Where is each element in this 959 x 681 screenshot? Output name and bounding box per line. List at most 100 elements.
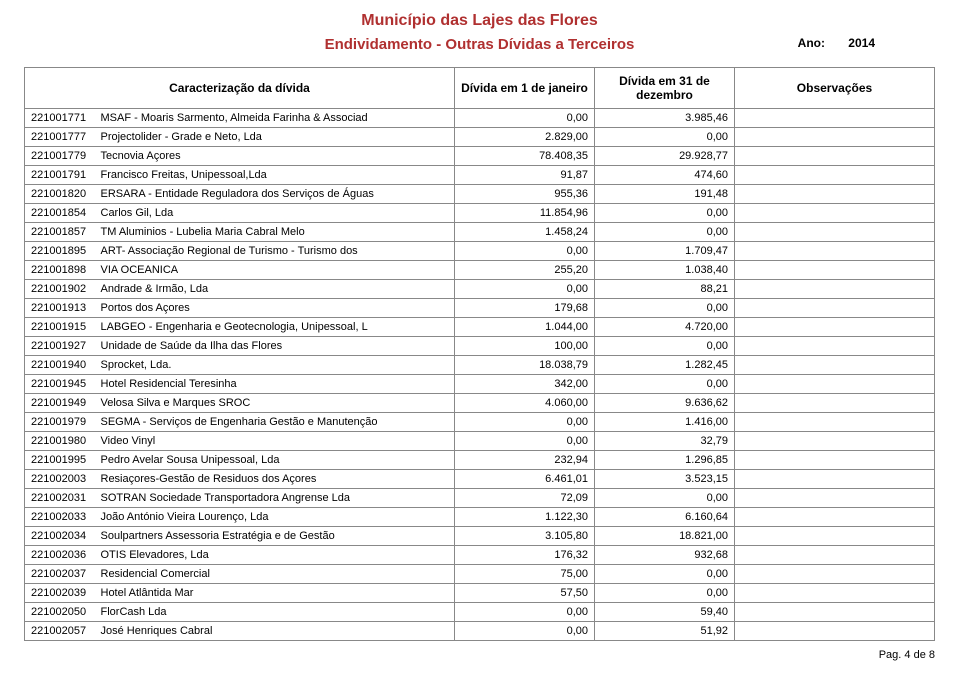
row-obs — [735, 318, 935, 337]
row-dec: 88,21 — [595, 280, 735, 299]
table-row: 221001777Projectolider - Grade e Neto, L… — [25, 128, 935, 147]
row-desc: ART- Associação Regional de Turismo - Tu… — [95, 242, 455, 261]
row-obs — [735, 622, 935, 641]
col-header-obs: Observações — [735, 68, 935, 109]
row-obs — [735, 489, 935, 508]
row-obs — [735, 299, 935, 318]
row-obs — [735, 128, 935, 147]
row-dec: 4.720,00 — [595, 318, 735, 337]
row-dec: 18.821,00 — [595, 527, 735, 546]
row-jan: 1.458,24 — [455, 223, 595, 242]
row-code: 221001913 — [25, 299, 95, 318]
row-code: 221002031 — [25, 489, 95, 508]
row-desc: MSAF - Moaris Sarmento, Almeida Farinha … — [95, 109, 455, 128]
table-row: 221001898VIA OCEANICA255,201.038,40 — [25, 261, 935, 280]
row-obs — [735, 451, 935, 470]
row-jan: 78.408,35 — [455, 147, 595, 166]
row-dec: 1.416,00 — [595, 413, 735, 432]
row-desc: Portos dos Açores — [95, 299, 455, 318]
row-obs — [735, 432, 935, 451]
row-desc: FlorCash Lda — [95, 603, 455, 622]
row-code: 221001995 — [25, 451, 95, 470]
table-row: 221001945Hotel Residencial Teresinha342,… — [25, 375, 935, 394]
row-code: 221001857 — [25, 223, 95, 242]
row-code: 221001771 — [25, 109, 95, 128]
row-desc: ERSARA - Entidade Reguladora dos Serviço… — [95, 185, 455, 204]
row-code: 221001940 — [25, 356, 95, 375]
table-row: 221002050FlorCash Lda0,0059,40 — [25, 603, 935, 622]
table-header-row: Caracterização da dívida Dívida em 1 de … — [25, 68, 935, 109]
row-desc: Residencial Comercial — [95, 565, 455, 584]
row-desc: VIA OCEANICA — [95, 261, 455, 280]
row-desc: Projectolider - Grade e Neto, Lda — [95, 128, 455, 147]
row-code: 221001820 — [25, 185, 95, 204]
row-obs — [735, 166, 935, 185]
row-obs — [735, 109, 935, 128]
row-obs — [735, 280, 935, 299]
row-dec: 0,00 — [595, 489, 735, 508]
row-desc: Hotel Atlântida Mar — [95, 584, 455, 603]
row-dec: 932,68 — [595, 546, 735, 565]
row-jan: 57,50 — [455, 584, 595, 603]
row-jan: 342,00 — [455, 375, 595, 394]
row-jan: 232,94 — [455, 451, 595, 470]
row-dec: 9.636,62 — [595, 394, 735, 413]
row-code: 221002003 — [25, 470, 95, 489]
row-desc: Francisco Freitas, Unipessoal,Lda — [95, 166, 455, 185]
row-desc: João António Vieira Lourenço, Lda — [95, 508, 455, 527]
table-row: 221001857TM Aluminios - Lubelia Maria Ca… — [25, 223, 935, 242]
table-row: 221001940Sprocket, Lda.18.038,791.282,45 — [25, 356, 935, 375]
row-dec: 3.523,15 — [595, 470, 735, 489]
row-desc: Sprocket, Lda. — [95, 356, 455, 375]
row-dec: 51,92 — [595, 622, 735, 641]
row-code: 221002036 — [25, 546, 95, 565]
row-obs — [735, 394, 935, 413]
table-row: 221001820ERSARA - Entidade Reguladora do… — [25, 185, 935, 204]
table-row: 221001927Unidade de Saúde da Ilha das Fl… — [25, 337, 935, 356]
table-row: 221001791Francisco Freitas, Unipessoal,L… — [25, 166, 935, 185]
row-dec: 0,00 — [595, 204, 735, 223]
table-row: 221001949Velosa Silva e Marques SROC4.06… — [25, 394, 935, 413]
row-desc: Andrade & Irmão, Lda — [95, 280, 455, 299]
row-dec: 3.985,46 — [595, 109, 735, 128]
row-desc: Tecnovia Açores — [95, 147, 455, 166]
table-row: 221001902Andrade & Irmão, Lda0,0088,21 — [25, 280, 935, 299]
row-obs — [735, 546, 935, 565]
row-code: 221002039 — [25, 584, 95, 603]
row-jan: 0,00 — [455, 413, 595, 432]
row-code: 221001915 — [25, 318, 95, 337]
page-footer: Pag. 4 de 8 — [24, 649, 935, 661]
row-dec: 32,79 — [595, 432, 735, 451]
row-code: 221001777 — [25, 128, 95, 147]
row-code: 221002034 — [25, 527, 95, 546]
row-desc: Unidade de Saúde da Ilha das Flores — [95, 337, 455, 356]
row-obs — [735, 508, 935, 527]
row-dec: 0,00 — [595, 565, 735, 584]
table-body: 221001771MSAF - Moaris Sarmento, Almeida… — [25, 109, 935, 641]
row-obs — [735, 584, 935, 603]
row-dec: 6.160,64 — [595, 508, 735, 527]
table-row: 221002039Hotel Atlântida Mar57,500,00 — [25, 584, 935, 603]
table-row: 221002033João António Vieira Lourenço, L… — [25, 508, 935, 527]
row-jan: 2.829,00 — [455, 128, 595, 147]
row-dec: 1.038,40 — [595, 261, 735, 280]
table-row: 221002037Residencial Comercial75,000,00 — [25, 565, 935, 584]
row-desc: José Henriques Cabral — [95, 622, 455, 641]
year-value: 2014 — [848, 36, 875, 50]
row-dec: 0,00 — [595, 375, 735, 394]
table-row: 221001915LABGEO - Engenharia e Geotecnol… — [25, 318, 935, 337]
table-row: 221002036OTIS Elevadores, Lda176,32932,6… — [25, 546, 935, 565]
row-obs — [735, 242, 935, 261]
row-jan: 100,00 — [455, 337, 595, 356]
row-code: 221001927 — [25, 337, 95, 356]
row-jan: 0,00 — [455, 603, 595, 622]
page-subtitle: Endividamento - Outras Dívidas a Terceir… — [325, 36, 635, 53]
table-row: 221002003Resiaçores-Gestão de Residuos d… — [25, 470, 935, 489]
row-obs — [735, 337, 935, 356]
table-row: 221002034Soulpartners Assessoria Estraté… — [25, 527, 935, 546]
row-dec: 191,48 — [595, 185, 735, 204]
row-desc: OTIS Elevadores, Lda — [95, 546, 455, 565]
row-dec: 1.282,45 — [595, 356, 735, 375]
row-jan: 6.461,01 — [455, 470, 595, 489]
row-obs — [735, 185, 935, 204]
